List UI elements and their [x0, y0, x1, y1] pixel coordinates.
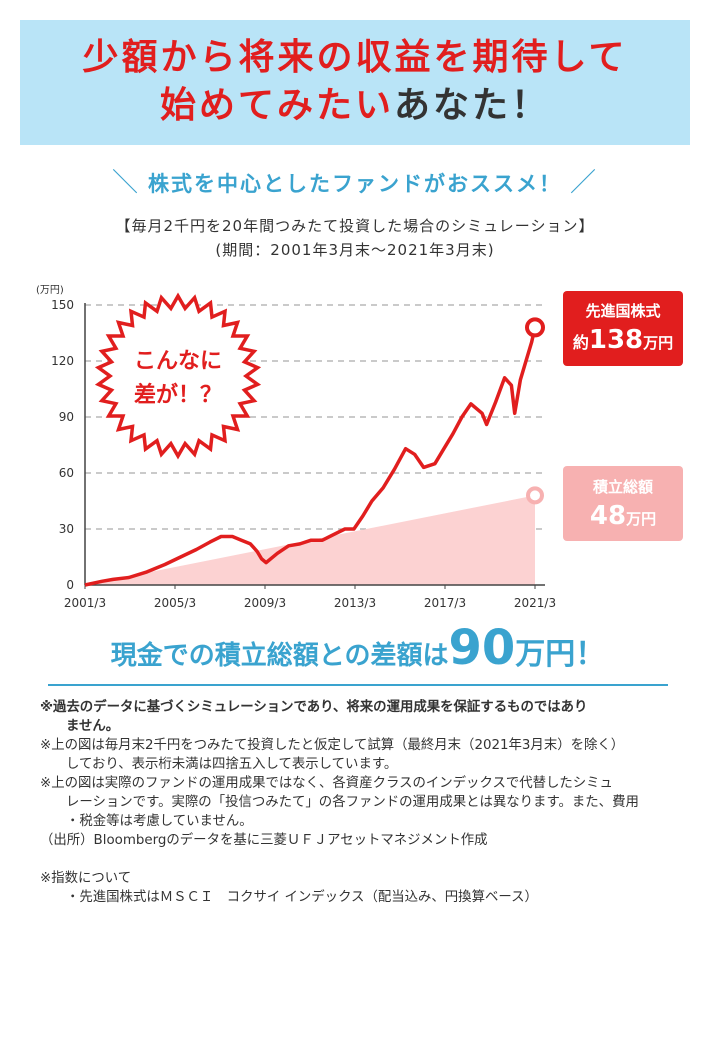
note-line: ※指数について [40, 871, 132, 886]
y-tick-label: 60 [59, 466, 74, 480]
x-tick-label: 2021/3 [514, 596, 556, 610]
burst-text-line-1: こんなに [134, 349, 222, 374]
disclaimer-notes: ※過去のデータに基づくシミュレーションであり、将来の運用成果を保証するものではあ… [40, 698, 680, 907]
savings-label-box [563, 466, 683, 541]
hero-line-1-text: 少額から将来の収益を期待して [82, 37, 628, 78]
chart-title-line-2: (期間：2001年3月末〜2021年3月末) [215, 241, 495, 259]
savings-label-value: 48万円 [590, 501, 656, 531]
hero-line-2-red-text: 始めてみたい [159, 85, 394, 126]
note-line: レーションです。実際の「投信つみたて」の各ファンドの運用成果とは異なります。また… [66, 795, 639, 810]
x-tick-label: 2009/3 [244, 596, 286, 610]
burst-text-line-2: 差が！？ [134, 382, 222, 408]
hero-line-2: 始めてみたいあなた！ [20, 82, 690, 130]
x-tick-label: 2005/3 [154, 596, 196, 610]
note-line: （出所）Bloombergのデータを基に三菱ＵＦＪアセットマネジメント作成 [40, 833, 488, 848]
headline-text: 現金での積立総額との差額は [110, 641, 449, 671]
y-tick-label: 90 [59, 410, 74, 424]
note-line: ません。 [66, 719, 120, 734]
y-unit-label: (万円) [36, 285, 64, 296]
headline-unit: 万円！ [515, 637, 606, 672]
savings-label-name: 積立総額 [592, 478, 653, 496]
y-tick-label: 150 [51, 298, 74, 312]
savings-end-marker [526, 486, 544, 505]
hero-line-2-dark-text: あなた！ [394, 85, 551, 126]
headline-amount: 90 [448, 620, 516, 676]
hero-banner: 少額から将来の収益を期待して 始めてみたいあなた！ [20, 20, 690, 145]
equity-label-box [563, 291, 683, 366]
equity-label-name: 先進国株式 [585, 302, 660, 320]
simulation-chart: (万円) 0 30 60 90 120 150 2001/3 2005/3 2009/3 2013/… [36, 285, 683, 610]
x-tick-label: 2017/3 [424, 596, 466, 610]
subhead-text: 株式を中心としたファンドがおススメ！ [148, 172, 562, 196]
note-line: ※過去のデータに基づくシミュレーションであり、将来の運用成果を保証するものではあ… [40, 700, 588, 715]
equity-series-line [84, 327, 537, 587]
note-line: ・税金等は考慮していません。 [66, 814, 253, 829]
equity-end-marker [525, 317, 545, 338]
chart-title: 【毎月2千円を20年間つみたて投資した場合のシミュレーション】 (期間：2001… [0, 214, 710, 262]
note-line: ・先進国株式はＭＳＣＩ コクサイ インデックス（配当込み、円換算ベース） [66, 890, 538, 905]
y-tick-label: 0 [66, 578, 74, 592]
recommendation-subhead: ＼ 株式を中心としたファンドがおススメ！ ／ [0, 162, 710, 199]
slash-left: ＼ [111, 168, 140, 198]
note-line: ※上の図は毎月末2千円をつみたて投資したと仮定して試算（最終月末（2021年3月… [40, 738, 625, 753]
difference-headline: 現金での積立総額との差額は90万円！ [48, 620, 668, 686]
y-tick-label: 120 [51, 354, 74, 368]
x-tick-label: 2001/3 [64, 596, 106, 610]
note-line: ※上の図は実際のファンドの運用成果ではなく、各資産クラスのインデックスで代替した… [40, 776, 613, 791]
burst-badge [94, 292, 262, 460]
hero-line-1: 少額から将来の収益を期待して [20, 34, 690, 82]
y-tick-label: 30 [59, 522, 74, 536]
chart-title-line-1: 【毎月2千円を20年間つみたて投資した場合のシミュレーション】 [115, 217, 595, 235]
slash-right: ／ [570, 168, 599, 198]
note-line: しており、表示桁未満は四捨五入して表示しています。 [66, 757, 398, 772]
x-tick-label: 2013/3 [334, 596, 376, 610]
equity-label-value: 約138万円 [573, 325, 673, 355]
